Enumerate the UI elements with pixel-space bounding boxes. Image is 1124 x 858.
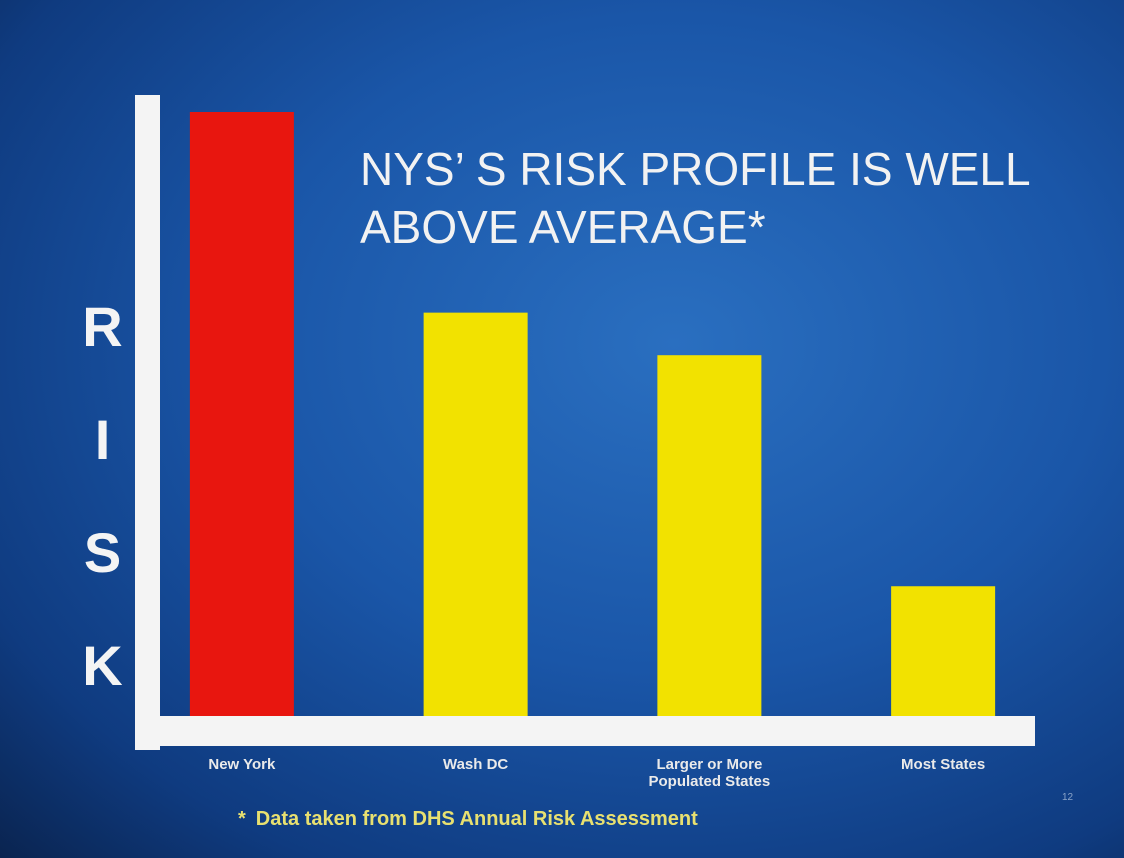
footnote-mark: *: [238, 808, 246, 830]
x-tick-label: Wash DC: [442, 756, 509, 773]
x-axis: [135, 716, 1035, 746]
bar: [657, 355, 762, 720]
page-number: 12: [1062, 792, 1074, 803]
x-tick-label: Most States: [901, 756, 986, 773]
x-tick-label: Larger or More Populated States: [648, 756, 771, 790]
footnote-line: * Data taken from DHS Annual Risk Assessm…: [238, 808, 698, 831]
chart-title: NYS’ S RISK PROFILE IS WELL ABOVE AVERAG…: [360, 143, 1029, 253]
bar: [423, 312, 528, 720]
bar: [189, 112, 294, 720]
y-axis: [135, 95, 160, 750]
bar: [891, 586, 996, 720]
x-tick-label: New York: [208, 756, 276, 773]
footnote: Data taken from DHS Annual Risk Assessme…: [255, 808, 698, 830]
y-axis-label: RISK: [71, 295, 134, 747]
